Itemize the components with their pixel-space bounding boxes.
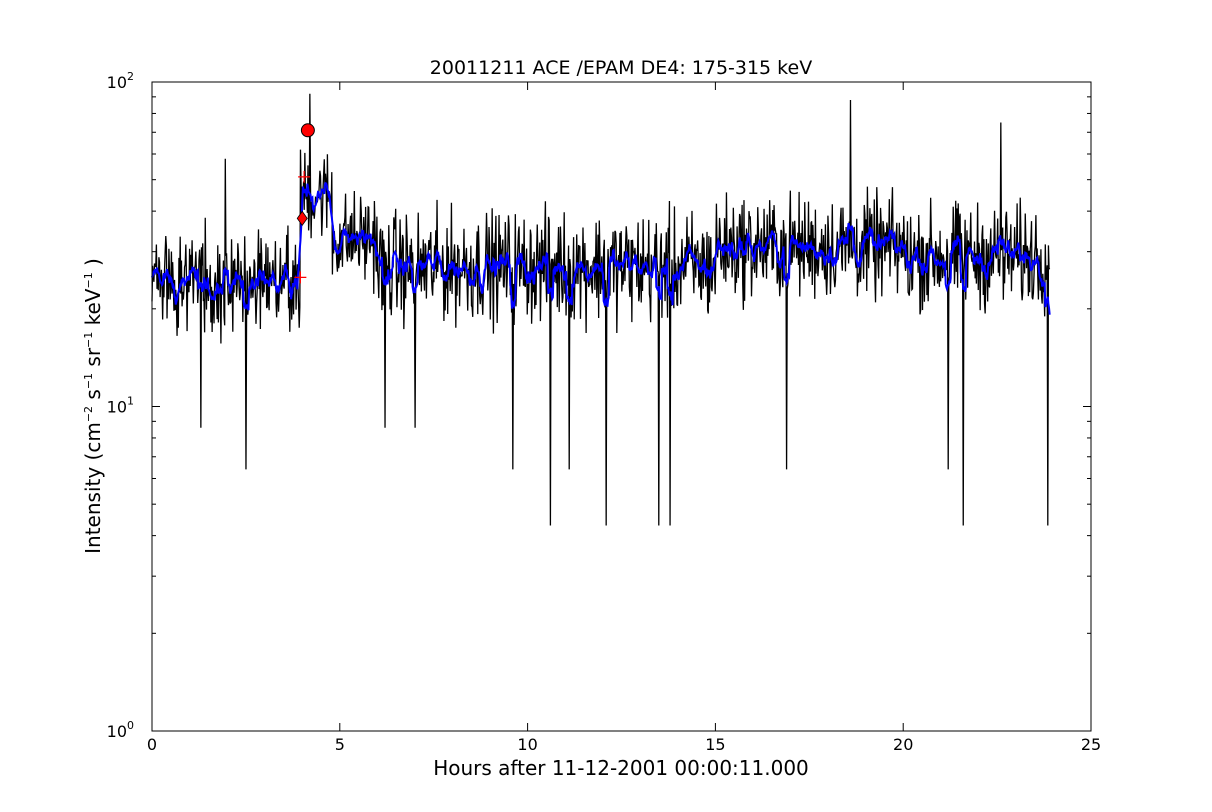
y-label-s: s <box>81 389 105 406</box>
x-tick-label: 10 <box>517 735 537 754</box>
y-label-exp-sr: −1 <box>82 332 95 348</box>
y-tick-label: 101 <box>107 395 134 417</box>
x-axis-label: Hours after 11-12-2001 00:00:11.000 <box>433 756 809 780</box>
y-tick-label: 102 <box>107 70 134 92</box>
y-label-exp-cm: −2 <box>82 406 95 422</box>
y-label-suffix: ) <box>81 258 105 272</box>
marker-plus-2 <box>298 170 311 183</box>
marker-peak-circle <box>300 123 315 138</box>
y-axis-label: Intensity (cm−2 s−1 sr−1 keV−1 ) <box>81 258 105 554</box>
y-label-prefix: Intensity (cm <box>81 422 105 554</box>
y-label-exp-kev: −1 <box>82 272 95 288</box>
y-tick-label: 100 <box>107 719 134 741</box>
y-label-sr: sr <box>81 347 105 373</box>
chart-title: 20011211 ACE /EPAM DE4: 175-315 keV <box>430 57 812 79</box>
y-tick-exp: 1 <box>127 395 134 408</box>
marker-plus-3 <box>294 271 307 284</box>
x-tick-label: 15 <box>705 735 725 754</box>
y-tick-exp: 0 <box>127 719 134 732</box>
y-tick-base: 10 <box>107 73 127 92</box>
y-label-kev: keV <box>81 288 105 332</box>
plot-data <box>151 93 1051 526</box>
y-label-exp-s: −1 <box>82 373 95 389</box>
y-tick-exp: 2 <box>127 70 134 83</box>
x-tick-label: 25 <box>1081 735 1101 754</box>
marker-onset-diamond <box>296 210 308 227</box>
x-tick-label: 20 <box>893 735 913 754</box>
x-tick-label: 0 <box>147 735 157 754</box>
y-tick-base: 10 <box>107 398 127 417</box>
x-tick-label: 5 <box>335 735 345 754</box>
y-tick-base: 10 <box>107 722 127 741</box>
